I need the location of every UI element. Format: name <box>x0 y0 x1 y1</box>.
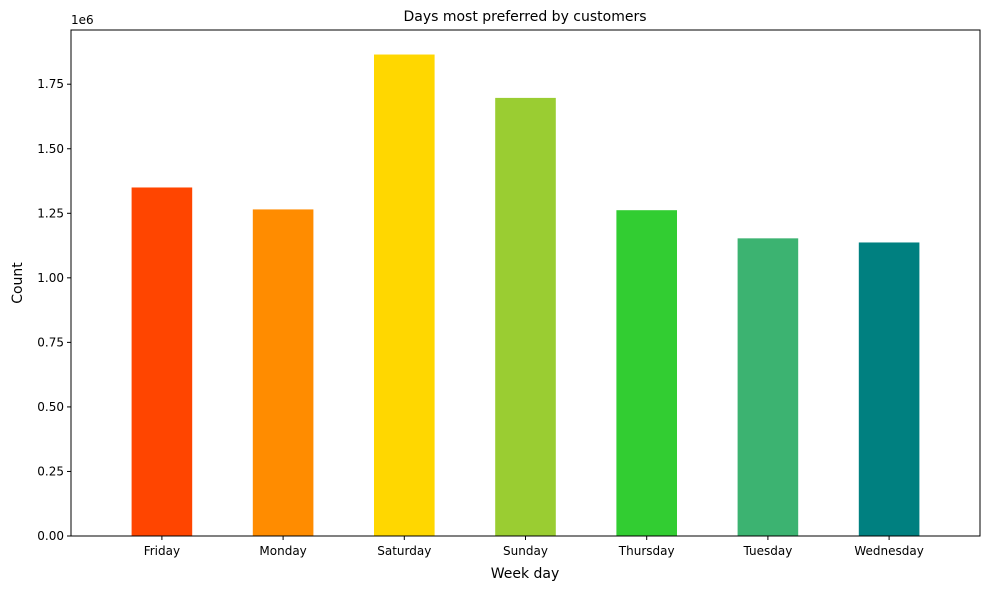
y-tick-label: 0.25 <box>37 464 64 478</box>
bar-friday <box>131 187 193 536</box>
y-axis-title: Count <box>10 262 26 304</box>
x-tick-label: Thursday <box>618 544 675 558</box>
bar-saturday <box>374 54 435 536</box>
y-tick-label: 1.25 <box>37 206 64 220</box>
y-tick-label: 0.00 <box>37 529 64 543</box>
plot-area-frame <box>70 29 981 537</box>
y-tick-label: 1.00 <box>37 271 64 285</box>
y-axis-offset-label: 1e6 <box>71 13 94 27</box>
bar-thursday <box>616 210 677 537</box>
x-tick-label: Tuesday <box>742 544 792 558</box>
y-axis-ticks: 0.00 0.25 0.50 0.75 1.00 1.25 1.50 1.75 <box>37 77 71 543</box>
y-tick-label: 1.75 <box>37 77 64 91</box>
bar-tuesday <box>737 238 799 536</box>
bar-sunday <box>495 97 556 536</box>
y-tick-label: 0.75 <box>37 335 64 349</box>
bar-wednesday <box>858 242 920 536</box>
bar-monday <box>252 209 314 536</box>
x-tick-label: Monday <box>259 544 306 558</box>
x-tick-label: Sunday <box>503 544 548 558</box>
chart-title: Days most preferred by customers <box>403 9 646 25</box>
bars-group <box>131 54 920 537</box>
x-tick-label: Friday <box>144 544 180 558</box>
x-axis-title: Week day <box>491 566 560 582</box>
y-tick-label: 0.50 <box>37 400 64 414</box>
y-tick-label: 1.50 <box>37 142 64 156</box>
x-axis-ticks: Friday Monday Saturday Sunday Thursday Tuesda… <box>144 536 924 558</box>
x-tick-label: Wednesday <box>854 544 923 558</box>
x-tick-label: Saturday <box>377 544 431 558</box>
